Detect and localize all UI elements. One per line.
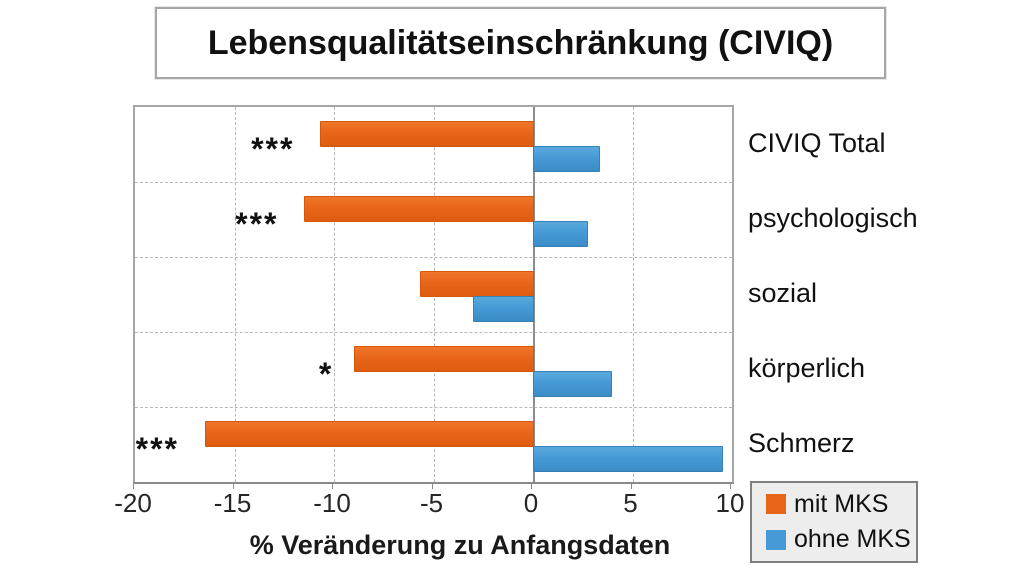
significance-marker-civiq-total: *** (251, 131, 295, 167)
axis-tick-label: -10 (313, 488, 351, 518)
legend-label: ohne MKS (794, 525, 911, 554)
chart-title: Lebensqualitätseinschränkung (CIVIQ) (207, 23, 834, 62)
legend-swatch-ohne-mks (766, 529, 786, 550)
bar-mit-mks-psychologisch (304, 196, 534, 222)
axis-tick-label: 5 (623, 488, 638, 518)
bar-ohne-mks-civiq-total (533, 146, 600, 172)
axis-tick-label: 10 (715, 488, 745, 518)
legend: mit MKS ohne MKS (750, 481, 918, 563)
bar-ohne-mks-schmerz (533, 446, 724, 472)
bar-mit-mks-sozial (419, 271, 534, 297)
axis-tick (431, 482, 433, 489)
vertical-gridline (632, 107, 634, 482)
bar-ohne-mks-psychologisch (533, 221, 588, 247)
axis-tick-label: -20 (114, 488, 152, 518)
category-label-psychologisch: psychologisch (748, 202, 918, 233)
category-label-schmerz: Schmerz (748, 427, 855, 458)
legend-swatch-mit-mks (766, 494, 786, 515)
axis-tick-label: -5 (419, 488, 444, 518)
axis-tick (133, 482, 134, 489)
axis-tick (531, 482, 532, 489)
vertical-gridline (334, 107, 335, 482)
category-label-koerperlich: körperlich (748, 352, 866, 383)
significance-marker-psychologisch: *** (235, 206, 279, 242)
category-label-sozial: sozial (748, 277, 818, 308)
bar-mit-mks-schmerz (204, 421, 534, 447)
axis-tick-label: 0 (523, 488, 539, 518)
chart-title-box: Lebensqualitätseinschränkung (CIVIQ) (155, 7, 886, 79)
horizontal-gridline (135, 182, 732, 183)
legend-item-ohne-mks: ohne MKS (766, 525, 916, 554)
horizontal-gridline (135, 332, 732, 333)
axis-tick (332, 482, 333, 489)
axis-tick (730, 482, 731, 489)
legend-label: mit MKS (794, 489, 889, 518)
bar-ohne-mks-koerperlich (533, 371, 612, 397)
zero-axis-line (533, 107, 535, 482)
plot-area: *** *** * *** (133, 105, 734, 484)
horizontal-gridline (135, 257, 732, 258)
category-label-civiq-total: CIVIQ Total (748, 127, 886, 158)
bar-mit-mks-koerperlich (353, 346, 534, 372)
significance-marker-koerperlich: * (318, 356, 334, 392)
legend-item-mit-mks: mit MKS (766, 490, 916, 519)
bar-mit-mks-civiq-total (320, 121, 534, 147)
horizontal-gridline (135, 407, 732, 408)
bar-ohne-mks-sozial (473, 296, 534, 322)
axis-tick (630, 482, 632, 489)
vertical-gridline (234, 107, 236, 482)
axis-tick-label: -15 (213, 488, 252, 518)
x-axis-title: % Veränderung zu Anfangsdaten (249, 530, 671, 560)
significance-marker-schmerz: *** (135, 431, 179, 467)
axis-tick (232, 482, 234, 489)
